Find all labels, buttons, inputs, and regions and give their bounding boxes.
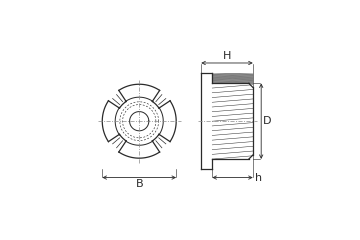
Text: H: H — [223, 51, 231, 61]
Text: B: B — [135, 179, 143, 189]
Text: D: D — [263, 116, 271, 126]
Text: h: h — [255, 173, 262, 183]
